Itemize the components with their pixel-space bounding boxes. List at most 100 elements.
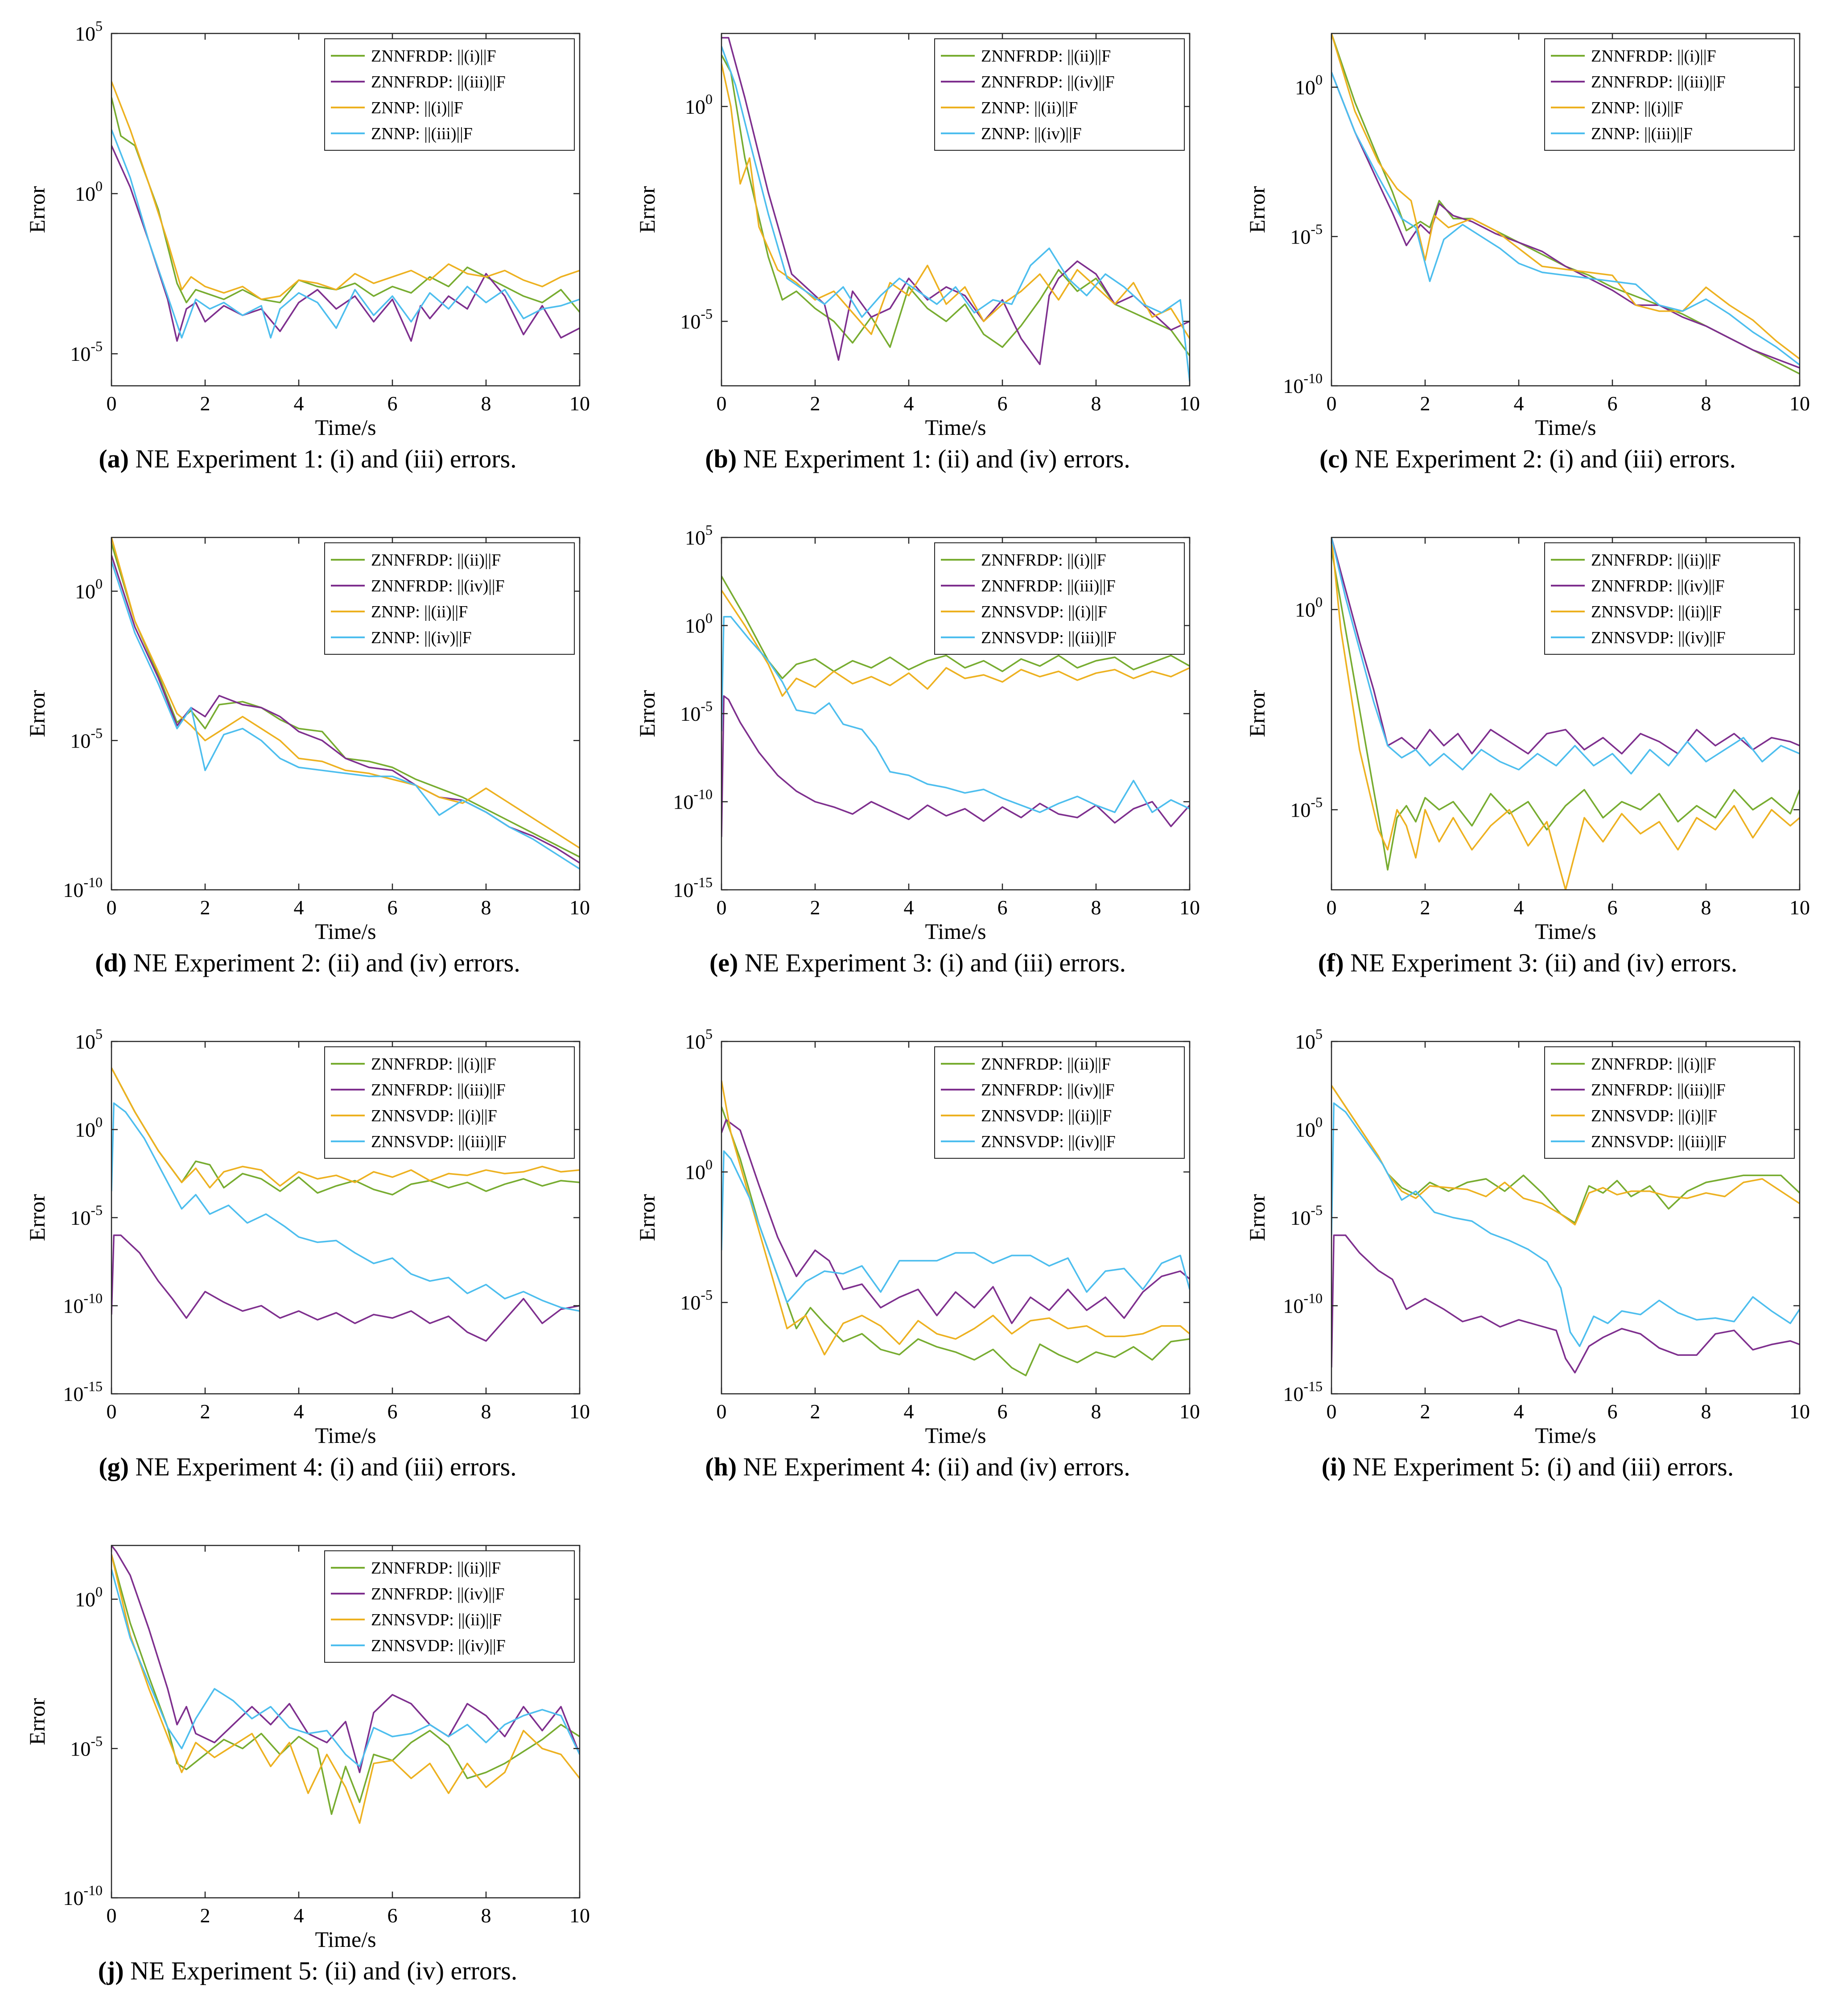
x-axis-title: Time/s [925, 919, 986, 944]
caption-e: (e) NE Experiment 3: (i) and (iii) error… [619, 948, 1216, 978]
y-tick-base: 10 [673, 791, 693, 814]
caption-text: NE Experiment 1: (i) and (iii) errors. [135, 444, 517, 473]
caption-letter: (h) [705, 1452, 737, 1481]
x-tick-label: 6 [997, 1400, 1008, 1423]
y-axis-title: Error [25, 1698, 49, 1745]
caption-b: (b) NE Experiment 1: (ii) and (iv) error… [619, 444, 1216, 474]
y-tick-base: 10 [1295, 1030, 1315, 1053]
legend-entry: ZNNP: ||(i)||F [371, 99, 463, 117]
caption-text: NE Experiment 2: (ii) and (iv) errors. [133, 948, 520, 977]
legend: ZNNFRDP: ||(i)||F ZNNFRDP: ||(iii)||F ZNNP… [324, 38, 575, 151]
y-tick-exp: -10 [83, 874, 103, 890]
x-tick-label: 6 [387, 392, 398, 415]
legend-entry: ZNNFRDP: ||(iv)||F [371, 1585, 505, 1603]
y-tick-exp: -10 [83, 1882, 103, 1898]
y-tick-label: 10-5 [680, 698, 713, 725]
x-tick-label: 2 [200, 896, 210, 919]
y-tick-exp: 5 [95, 18, 103, 34]
legend-box [1544, 542, 1795, 655]
y-tick-label: 10-5 [70, 725, 103, 752]
y-tick-base: 10 [70, 343, 91, 365]
series-group [111, 81, 580, 342]
legend-entry: ZNNFRDP: ||(iii)||F [371, 1081, 506, 1099]
legend: ZNNFRDP: ||(i)||F ZNNFRDP: ||(iii)||F ZNNS… [1544, 1046, 1795, 1159]
y-tick-exp: 5 [1315, 1026, 1323, 1042]
x-tick-label: 0 [717, 392, 727, 415]
x-tick-label: 8 [1091, 392, 1101, 415]
series-line-4 [111, 1102, 580, 1312]
y-tick-label: 10-10 [673, 786, 713, 814]
y-tick-label: 100 [1295, 72, 1323, 99]
series-line-3 [1331, 537, 1800, 890]
y-tick-exp: 5 [705, 522, 713, 538]
y-tick-exp: -5 [701, 1287, 713, 1303]
x-tick-label: 0 [107, 392, 117, 415]
y-tick-label: 10-15 [673, 874, 713, 901]
y-tick-base: 10 [1295, 76, 1315, 99]
y-tick-exp: -10 [1303, 370, 1323, 386]
y-tick-label: 100 [75, 576, 103, 603]
panel-g: 0 2 4 6 8 10 105 100 10-5 10-10 10-15 Time/s Error ZN… [0, 1008, 610, 1512]
y-tick-base: 10 [75, 1119, 95, 1141]
y-tick-exp: -5 [701, 698, 713, 714]
x-tick-label: 8 [1701, 1400, 1711, 1423]
series-line-4 [1331, 72, 1800, 366]
axes-frame [111, 537, 581, 891]
y-tick-label: 10-5 [1290, 1202, 1323, 1229]
x-tick-label: 2 [1420, 392, 1430, 415]
x-tick-label: 10 [569, 896, 590, 919]
y-tick-label: 105 [75, 1026, 103, 1053]
x-tick-label: 6 [387, 896, 398, 919]
legend-entry: ZNNSVDP: ||(ii)||F [371, 1611, 502, 1629]
x-tick-label: 0 [717, 1400, 727, 1423]
series-line-1 [111, 1554, 580, 1815]
x-tick-label: 4 [294, 1904, 304, 1927]
legend: ZNNFRDP: ||(ii)||F ZNNFRDP: ||(iv)||F ZNNP… [324, 542, 575, 655]
legend-entry: ZNNFRDP: ||(iv)||F [981, 1081, 1115, 1099]
y-tick-exp: 0 [95, 1584, 103, 1600]
series-group [721, 1080, 1190, 1376]
legend-entry: ZNNP: ||(iv)||F [371, 628, 472, 647]
legend-entry: ZNNP: ||(ii)||F [981, 99, 1078, 117]
x-tick-label: 2 [1420, 896, 1430, 919]
y-tick-label: 10-5 [70, 1733, 103, 1760]
y-tick-base: 10 [685, 526, 705, 549]
caption-letter: (c) [1319, 444, 1348, 473]
y-tick-base: 10 [1283, 1383, 1303, 1405]
legend-box [934, 38, 1185, 151]
x-tick-label: 0 [107, 1904, 117, 1927]
y-tick-exp: 5 [705, 1026, 713, 1042]
series-line-2 [111, 1545, 580, 1773]
legend-box [1544, 38, 1795, 151]
x-tick-label: 6 [1607, 896, 1618, 919]
y-tick-base: 10 [75, 1588, 95, 1611]
y-tick-exp: -5 [91, 725, 103, 741]
y-tick-base: 10 [70, 1206, 91, 1229]
y-axis-title: Error [635, 186, 659, 233]
series-line-3 [111, 537, 580, 849]
y-tick-exp: 0 [705, 610, 713, 626]
series-line-2 [1331, 537, 1800, 755]
x-tick-label: 2 [200, 392, 210, 415]
y-tick-base: 10 [680, 1291, 701, 1314]
y-tick-label: 100 [75, 1584, 103, 1611]
series-line-3 [721, 1080, 1190, 1355]
legend-entry: ZNNP: ||(i)||F [1591, 99, 1683, 117]
y-tick-base: 10 [1283, 375, 1303, 397]
series-line-4 [721, 1150, 1190, 1303]
y-tick-label: 10-5 [680, 306, 713, 333]
x-axis-title: Time/s [1535, 919, 1596, 944]
caption-letter: (d) [95, 948, 127, 977]
panel-c: 0 2 4 6 8 10 100 10-5 10-10 Time/s Error ZNNFRDP: |… [1220, 0, 1830, 504]
x-tick-label: 8 [1091, 896, 1101, 919]
axes-frame [111, 1545, 581, 1899]
y-tick-label: 100 [75, 178, 103, 205]
legend: ZNNFRDP: ||(i)||F ZNNFRDP: ||(iii)||F ZNNP… [1544, 38, 1795, 151]
legend-entry: ZNNSVDP: ||(i)||F [371, 1107, 497, 1125]
caption-i: (i) NE Experiment 5: (i) and (iii) error… [1229, 1452, 1826, 1482]
y-tick-exp: -15 [1303, 1378, 1323, 1394]
x-tick-label: 4 [1514, 1400, 1524, 1423]
chart-g: 0 2 4 6 8 1010510010-510-1010-15Time/sErrorZN… [25, 1026, 590, 1448]
